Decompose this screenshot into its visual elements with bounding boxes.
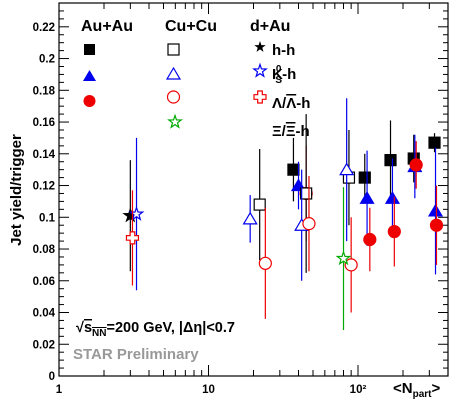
marker-circle-filled xyxy=(429,218,444,232)
marker-triangle-filled xyxy=(427,203,444,217)
y-tick-label: 0.22 xyxy=(33,22,55,34)
x-tick-label: 10² xyxy=(350,384,367,396)
y-axis-label: Jet yield/trigger xyxy=(8,134,25,246)
preliminary-label: STAR Preliminary xyxy=(73,346,199,363)
data-point xyxy=(342,129,356,226)
legend-marker-dau-hh xyxy=(254,41,266,52)
data-point xyxy=(387,196,401,267)
marker-square-filled xyxy=(358,171,371,184)
data-point xyxy=(429,185,444,265)
legend-label-k0s: K0 S-h xyxy=(272,64,296,86)
y-tick-label: 0.08 xyxy=(33,244,56,256)
y-tick-label: 0.2 xyxy=(39,54,55,66)
y-tick-label: 0.18 xyxy=(33,85,56,97)
data-layer xyxy=(122,98,444,330)
legend-marker-auau-lambda xyxy=(83,95,96,107)
legend-marker-cucu-hh xyxy=(167,43,180,56)
data-point xyxy=(339,98,355,242)
marker-triangle-open xyxy=(242,211,258,225)
legend-header-dau: d+Au xyxy=(250,18,290,35)
legend-marker-cucu-k0s xyxy=(165,66,182,80)
data-point xyxy=(363,207,377,272)
marker-square-filled xyxy=(384,154,397,167)
data-point xyxy=(359,150,375,246)
marker-circle-open xyxy=(302,217,316,231)
marker-cross-open xyxy=(125,231,140,245)
marker-star-open xyxy=(335,250,352,266)
data-point xyxy=(384,120,397,200)
marker-square-filled xyxy=(287,163,300,176)
x-tick-label: 1 xyxy=(56,384,63,396)
legend-label-lambda: Λ/Λ-h xyxy=(272,95,310,112)
data-point xyxy=(258,207,272,319)
y-tick-label: 0.16 xyxy=(33,117,55,129)
marker-square-filled xyxy=(428,136,441,149)
marker-circle-open xyxy=(258,256,272,270)
data-point xyxy=(242,195,258,243)
legend-marker-auau-k0s xyxy=(83,70,96,81)
axes-layer: 0 0.02 0.04 0.06 0.08 0.1 0.12 0.14 0.16 0.18 0.2 0… xyxy=(33,3,449,396)
marker-circle-filled xyxy=(363,232,377,247)
data-point xyxy=(358,153,371,202)
legend-label-hh: h-h xyxy=(272,42,295,59)
y-tick-label: 0.14 xyxy=(33,149,56,161)
x-axis-label: <Npart> xyxy=(393,380,441,400)
y-tick-label: 0.06 xyxy=(33,276,55,288)
data-point xyxy=(300,114,313,273)
data-point xyxy=(384,158,400,238)
data-point xyxy=(335,187,352,330)
legend-label-xi: Ξ/Ξ-h xyxy=(272,123,310,140)
data-point xyxy=(344,217,358,313)
energy-annotation: √sNN=200 GeV, |Δη|<0.7 xyxy=(76,320,235,339)
legend-marker-cucu-lambda xyxy=(166,90,181,104)
legend-header-cucu: Cu+Cu xyxy=(165,18,217,35)
data-point xyxy=(428,133,441,153)
legend-marker-cucu-xi xyxy=(167,113,183,129)
marker-triangle-open xyxy=(339,162,355,176)
data-point xyxy=(302,176,316,272)
legend-header-auau: Au+Au xyxy=(81,18,133,35)
marker-circle-filled xyxy=(387,224,401,239)
data-point xyxy=(427,147,444,275)
marker-square-open xyxy=(300,187,313,200)
y-tick-label: 0.04 xyxy=(33,308,56,320)
data-point xyxy=(287,137,300,202)
marker-square-open xyxy=(253,198,266,211)
legend-marker-dau-k0s xyxy=(252,62,268,78)
data-point xyxy=(125,190,140,286)
marker-circle-filled xyxy=(409,158,423,172)
marker-circle-open xyxy=(344,258,358,272)
y-tick-label: 0 xyxy=(49,371,55,383)
marker-triangle-filled xyxy=(359,191,375,204)
marker-triangle-filled xyxy=(384,191,400,204)
x-tick-label: 10 xyxy=(202,384,215,396)
y-tick-label: 0.02 xyxy=(33,339,55,351)
legend-marker-auau-hh xyxy=(84,44,95,55)
data-point xyxy=(253,149,266,261)
data-point xyxy=(409,141,423,189)
y-tick-label: 0.1 xyxy=(39,212,56,224)
legend-marker-dau-lambda xyxy=(253,90,267,104)
y-tick-label: 0.12 xyxy=(33,181,55,193)
